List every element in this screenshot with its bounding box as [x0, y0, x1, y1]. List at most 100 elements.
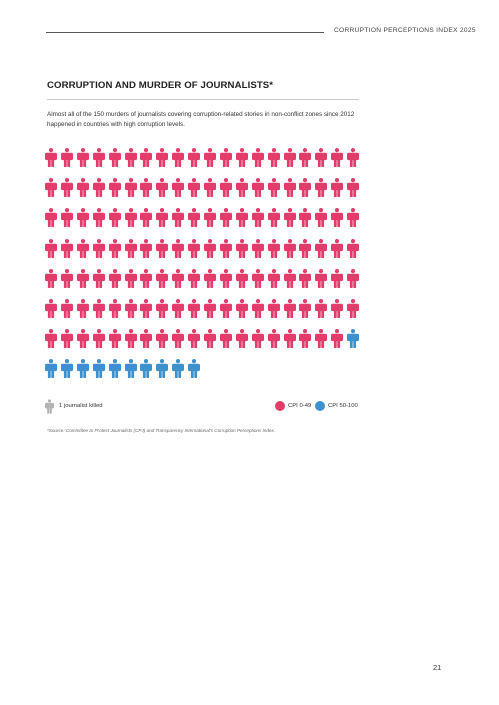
- person-icon-cpi-0-49: [140, 329, 153, 349]
- person-icon-cpi-0-49: [251, 238, 264, 258]
- person-icon-cpi-0-49: [267, 268, 280, 288]
- person-icon-cpi-0-49: [251, 148, 264, 167]
- person-icon-cpi-0-49: [108, 238, 121, 258]
- person-icon-cpi-0-49: [347, 299, 360, 318]
- person-icon-cpi-0-49: [45, 299, 57, 318]
- person-icon-cpi-0-49: [219, 208, 232, 228]
- person-icon-cpi-0-49: [331, 178, 344, 198]
- person-icon-cpi-0-49: [299, 238, 312, 258]
- person-icon-cpi-0-49: [299, 208, 312, 228]
- person-icon-cpi-0-49: [172, 208, 185, 228]
- person-icon-cpi-0-49: [156, 208, 169, 228]
- legend-item-label: CPI 0-49: [288, 403, 312, 409]
- person-icon-cpi-0-49: [45, 208, 57, 228]
- person-icon-cpi-0-49: [267, 208, 280, 228]
- person-icon-cpi-0-49: [204, 178, 216, 198]
- person-icon-cpi-0-49: [140, 148, 153, 167]
- person-icon-cpi-0-49: [76, 329, 89, 349]
- person-icon-cpi-0-49: [267, 178, 280, 198]
- person-icon-cpi-0-49: [235, 329, 248, 349]
- person-icon-cpi-0-49: [156, 148, 169, 167]
- person-icon-cpi-0-49: [188, 178, 201, 198]
- person-icon-cpi-0-49: [204, 299, 216, 318]
- person-icon-cpi-0-49: [283, 299, 296, 318]
- person-icon-cpi-0-49: [235, 178, 248, 198]
- person-icon-cpi-0-49: [251, 178, 264, 198]
- person-icon-cpi-50-100: [140, 359, 153, 379]
- person-icon-cpi-0-49: [45, 148, 57, 167]
- legend-swatch: [315, 401, 325, 411]
- person-icon-cpi-0-49: [267, 238, 280, 258]
- person-icon-cpi-0-49: [188, 238, 201, 258]
- person-icon-cpi-0-49: [267, 329, 280, 349]
- person-icon-cpi-0-49: [315, 299, 328, 318]
- person-icon-cpi-0-49: [188, 299, 201, 318]
- person-icon-cpi-0-49: [219, 268, 232, 288]
- person-icon-cpi-0-49: [172, 299, 185, 318]
- legend-unit-label: 1 journalist killed: [59, 403, 103, 409]
- person-icon-cpi-0-49: [267, 148, 280, 167]
- person-icon-cpi-0-49: [347, 268, 360, 288]
- intro-paragraph: Almost all of the 150 murders of journal…: [47, 111, 355, 128]
- person-icon-cpi-0-49: [235, 268, 248, 288]
- person-icon-cpi-0-49: [235, 238, 248, 258]
- person-icon-cpi-50-100: [76, 359, 89, 379]
- person-icon-cpi-0-49: [219, 329, 232, 349]
- person-icon-cpi-0-49: [219, 148, 232, 167]
- person-icon-cpi-0-49: [283, 178, 296, 198]
- person-icon-cpi-0-49: [251, 268, 264, 288]
- person-icon-cpi-0-49: [124, 268, 137, 288]
- person-icon-cpi-0-49: [204, 268, 216, 288]
- person-icon-cpi-0-49: [219, 299, 232, 318]
- person-icon-cpi-50-100: [60, 359, 73, 379]
- person-icon-cpi-0-49: [108, 329, 121, 349]
- person-icon-cpi-0-49: [219, 238, 232, 258]
- title-divider: [47, 99, 359, 100]
- person-icon-cpi-0-49: [347, 208, 360, 228]
- person-icon-cpi-50-100: [347, 329, 360, 349]
- person-icon-cpi-0-49: [331, 329, 344, 349]
- person-icon-cpi-0-49: [156, 178, 169, 198]
- legend-item-label: CPI 50-100: [328, 403, 358, 409]
- person-icon-cpi-0-49: [124, 238, 137, 258]
- person-icon-cpi-0-49: [140, 178, 153, 198]
- person-icon-cpi-0-49: [60, 268, 73, 288]
- person-icon-cpi-0-49: [204, 329, 216, 349]
- person-icon-cpi-0-49: [315, 208, 328, 228]
- person-icon-cpi-0-49: [299, 178, 312, 198]
- person-icon-cpi-0-49: [60, 329, 73, 349]
- person-icon-cpi-0-49: [76, 178, 89, 198]
- person-icon-cpi-0-49: [315, 178, 328, 198]
- person-icon-cpi-0-49: [92, 329, 105, 349]
- person-icon-cpi-0-49: [188, 268, 201, 288]
- person-icon-cpi-50-100: [45, 359, 57, 379]
- person-icon-cpi-50-100: [108, 359, 121, 379]
- person-icon-cpi-0-49: [60, 148, 73, 167]
- person-icon: [45, 399, 54, 414]
- person-icon-cpi-0-49: [172, 329, 185, 349]
- person-icon-cpi-0-49: [331, 268, 344, 288]
- person-icon-cpi-0-49: [92, 268, 105, 288]
- person-icon-cpi-0-49: [108, 178, 121, 198]
- person-icon-cpi-0-49: [283, 238, 296, 258]
- person-icon-cpi-0-49: [60, 178, 73, 198]
- person-icon-cpi-0-49: [92, 238, 105, 258]
- person-icon-cpi-0-49: [108, 299, 121, 318]
- person-icon-cpi-0-49: [76, 148, 89, 167]
- person-icon-cpi-0-49: [108, 208, 121, 228]
- person-icon-cpi-0-49: [140, 299, 153, 318]
- person-icon-cpi-0-49: [299, 268, 312, 288]
- person-icon-cpi-0-49: [347, 178, 360, 198]
- person-icon-cpi-0-49: [299, 148, 312, 167]
- person-icon-cpi-0-49: [204, 208, 216, 228]
- person-icon-cpi-0-49: [124, 299, 137, 318]
- person-icon-cpi-0-49: [60, 208, 73, 228]
- person-icon-cpi-0-49: [251, 299, 264, 318]
- person-icon-cpi-0-49: [60, 238, 73, 258]
- person-icon-cpi-0-49: [76, 268, 89, 288]
- person-icon-cpi-0-49: [315, 148, 328, 167]
- person-icon-cpi-0-49: [140, 208, 153, 228]
- person-icon-cpi-0-49: [92, 148, 105, 167]
- person-icon-cpi-0-49: [235, 299, 248, 318]
- report-header-label: CORRUPTION PERCEPTIONS INDEX 2025: [334, 27, 476, 34]
